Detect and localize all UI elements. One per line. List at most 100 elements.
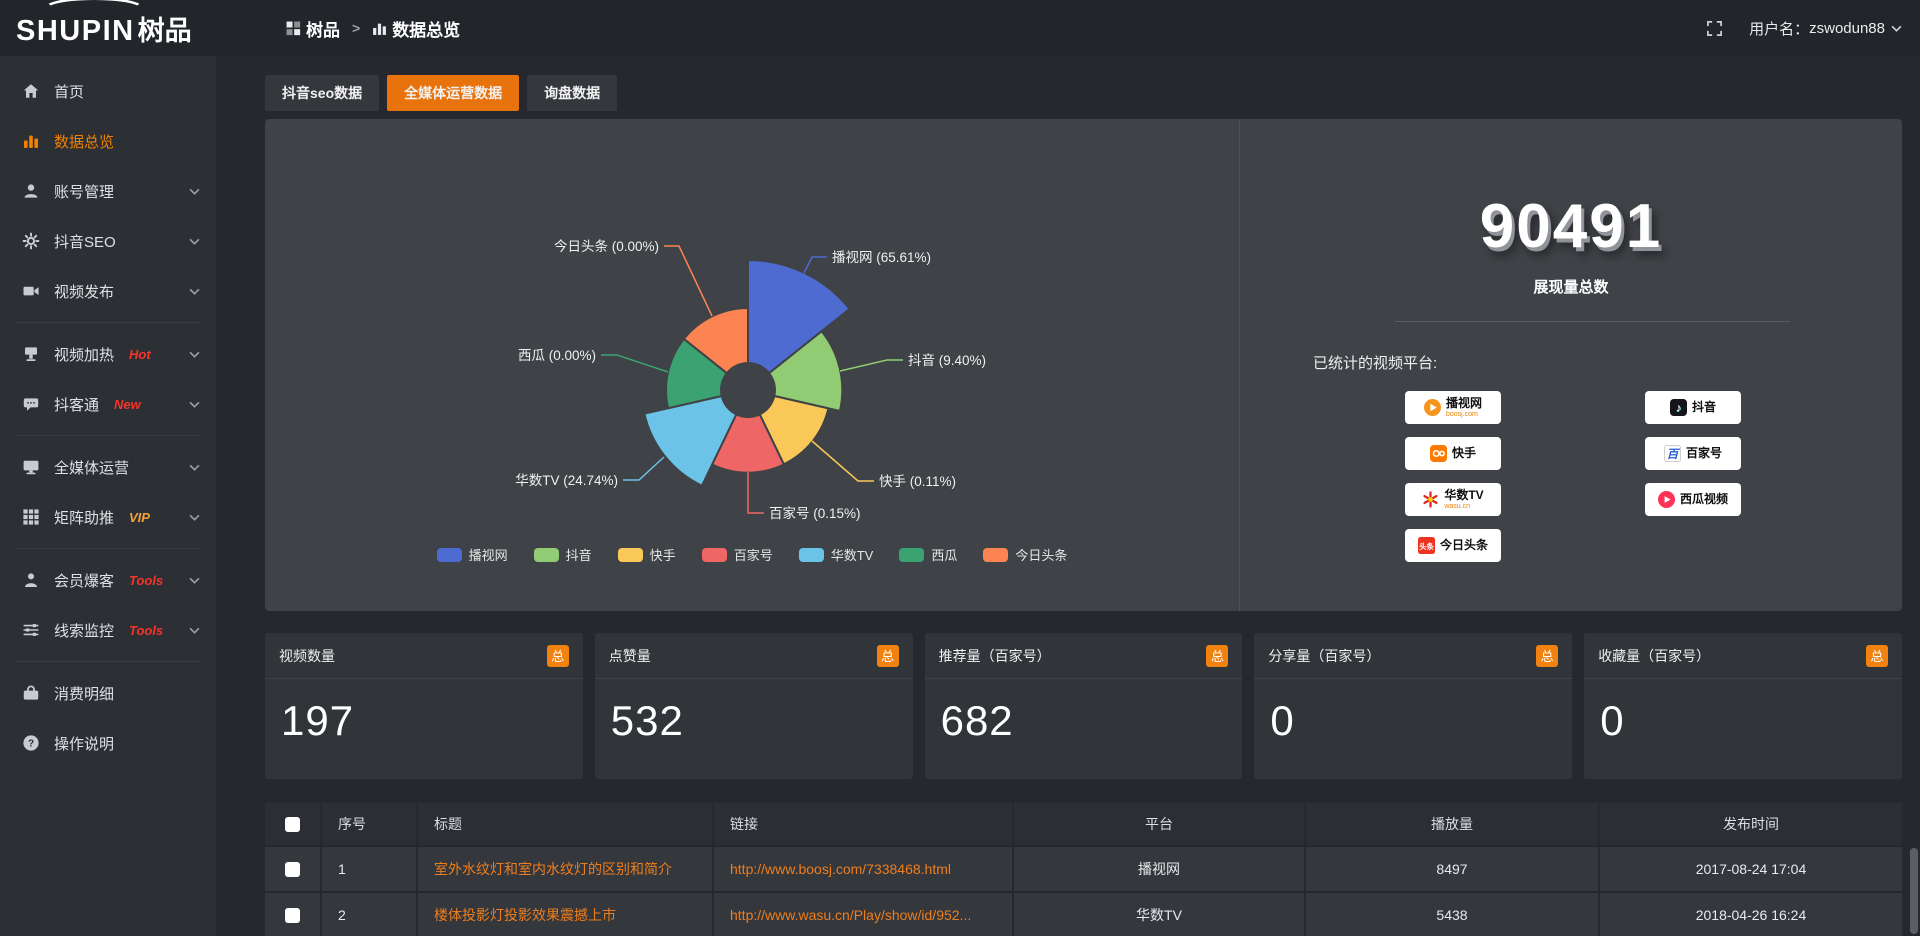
video-table-section: 序号 标题 链接 平台 播放量 发布时间 1 室外水纹灯和室内水纹灯的区别和简介 http://…	[265, 801, 1902, 936]
row-select-cell	[265, 847, 320, 891]
cell-link[interactable]: http://www.wasu.cn/Play/show/id/952...	[712, 893, 1012, 936]
member-icon	[22, 571, 40, 589]
pie-slice-4[interactable]	[643, 394, 738, 488]
sidebar-item-label: 数据总览	[54, 133, 115, 151]
platform-badge-text: 西瓜视频	[1680, 493, 1728, 506]
pie-slice-6[interactable]	[682, 306, 749, 375]
tab-douyin-seo-data[interactable]: 抖音seo数据	[265, 75, 380, 111]
cell-plays: 5438	[1304, 893, 1598, 936]
cell-link[interactable]: http://www.boosj.com/7338468.html	[712, 847, 1012, 891]
sidebar-item-video-publish[interactable]: 视频发布	[0, 266, 216, 316]
sidebar-item-badge: Hot	[129, 346, 151, 362]
pie-slice-5[interactable]	[665, 337, 729, 410]
topbar-right: 用户名： zswodun88	[1706, 18, 1920, 39]
legend-item-4[interactable]: 华数TV	[798, 545, 873, 564]
platform-badge-toutiao: 头条 今日头条	[1405, 529, 1501, 562]
sidebar-item-omni-media[interactable]: 全媒体运营	[0, 442, 216, 492]
stat-card-title: 点赞量	[608, 647, 651, 664]
pie-label-line-5	[601, 354, 669, 373]
stat-card-title: 分享量（百家号）	[1268, 647, 1381, 664]
legend-item-2[interactable]: 快手	[617, 545, 676, 564]
sidebar-item-label: 首页	[54, 83, 85, 101]
sidebar-item-badge: Tools	[129, 622, 164, 638]
legend-item-3[interactable]: 百家号	[701, 545, 773, 564]
chevron-down-icon	[189, 401, 200, 408]
select-all-checkbox[interactable]	[285, 816, 300, 832]
legend-label: 抖音	[565, 548, 592, 563]
chevron-down-icon	[189, 188, 200, 195]
cell-title[interactable]: 室外水纹灯和室内水纹灯的区别和简介	[416, 847, 712, 891]
platform-badge-text: 快手	[1452, 447, 1476, 460]
topbar: SHUPIN 树品 树品 > 数据总览 用户名： zswodun88	[0, 0, 1920, 56]
pie-label-line-6	[664, 245, 713, 317]
cell-title[interactable]: 楼体投影灯投影效果震撼上市	[416, 893, 712, 936]
username-label: 用户名：	[1749, 20, 1810, 38]
sidebar-item-home[interactable]: 首页	[0, 66, 216, 116]
sidebar-item-video-heating[interactable]: 视频加热 Hot	[0, 329, 216, 379]
sidebar-item-label: 线索监控	[54, 622, 115, 640]
impressions-summary: 90491 展现量总数 已统计的视频平台: 播视网 boosj.com 快手 华数TV…	[1240, 119, 1902, 611]
column-header-1: 标题	[416, 803, 712, 845]
chevron-down-icon[interactable]	[1891, 25, 1902, 32]
gear-icon	[22, 232, 40, 250]
platform-share-chart: 播视网 (65.61%) 抖音 (9.40%) 快手 (0.11%) 百家号 (0.1…	[265, 119, 1240, 611]
column-header-5: 发布时间	[1598, 803, 1902, 845]
legend-item-0[interactable]: 播视网	[436, 545, 508, 564]
sidebar-item-consumption-detail[interactable]: 消费明细	[0, 668, 216, 718]
legend-swatch	[617, 547, 643, 562]
sidebar-item-operation-guide[interactable]: ? 操作说明	[0, 718, 216, 768]
legend-item-6[interactable]: 今日头条	[983, 545, 1067, 564]
pie-label-line-3	[747, 472, 764, 514]
table-row: 1 室外水纹灯和室内水纹灯的区别和简介 http://www.boosj.com/7…	[265, 847, 1902, 891]
legend-label: 快手	[649, 548, 676, 563]
grid-icon	[22, 508, 40, 526]
rose-pie-chart: 播视网 (65.61%) 抖音 (9.40%) 快手 (0.11%) 百家号 (0.1…	[515, 238, 986, 521]
sidebar-item-account-management[interactable]: 账号管理	[0, 166, 216, 216]
row-checkbox[interactable]	[285, 861, 300, 877]
pie-slice-1[interactable]	[767, 329, 844, 413]
stat-card-value: 532	[610, 697, 684, 744]
breadcrumb-root[interactable]: 树品	[306, 20, 340, 40]
row-checkbox[interactable]	[285, 907, 300, 923]
legend-item-5[interactable]: 西瓜	[899, 545, 957, 564]
legend-item-1[interactable]: 抖音	[533, 545, 592, 564]
sidebar-item-badge: VIP	[129, 509, 150, 525]
platform-name: 百家号	[1685, 446, 1722, 461]
impressions-total-value: 90491	[1479, 192, 1663, 261]
tab-inquiry-data[interactable]: 询盘数据	[527, 75, 618, 111]
pie-slice-2[interactable]	[758, 394, 830, 466]
stat-card-header: 收藏量（百家号） 总	[1584, 633, 1902, 679]
stat-card-value: 0	[1600, 697, 1625, 744]
pie-label-2: 快手 (0.11%)	[879, 474, 956, 489]
sidebar-item-lead-monitor[interactable]: 线索监控 Tools	[0, 605, 216, 655]
stat-card-header: 推荐量（百家号） 总	[924, 633, 1243, 679]
scrollbar-thumb[interactable]	[1910, 848, 1918, 934]
overview-panel: 播视网 (65.61%) 抖音 (9.40%) 快手 (0.11%) 百家号 (0.1…	[265, 119, 1902, 611]
legend-label: 西瓜	[931, 548, 958, 563]
pie-label-1: 抖音 (9.40%)	[908, 352, 986, 368]
sidebar-item-member-baoke[interactable]: 会员爆客 Tools	[0, 555, 216, 605]
sidebar-item-label: 视频加热	[54, 346, 115, 364]
sidebar-item-douyin-seo[interactable]: 抖音SEO	[0, 216, 216, 266]
sidebar-item-label: 操作说明	[54, 735, 115, 753]
page-scrollbar	[1910, 56, 1918, 936]
pie-slice-0[interactable]	[747, 258, 852, 375]
tab-omni-media-data[interactable]: 全媒体运营数据	[387, 75, 520, 111]
sidebar-item-matrix-boost[interactable]: 矩阵助推 VIP	[0, 492, 216, 542]
sidebar-item-label: 视频发布	[54, 283, 115, 301]
username-value[interactable]: zswodun88	[1809, 19, 1885, 37]
platforms-label: 已统计的视频平台:	[1313, 355, 1438, 372]
fullscreen-icon[interactable]	[1706, 20, 1723, 37]
video-table: 序号 标题 链接 平台 播放量 发布时间 1 室外水纹灯和室内水纹灯的区别和简介 http://…	[265, 801, 1902, 936]
legend-swatch	[533, 547, 559, 562]
baijiahao-logo: 百	[1663, 445, 1681, 462]
legend-swatch	[983, 547, 1009, 562]
sidebar-item-douketong[interactable]: 抖客通 New	[0, 379, 216, 429]
bar-chart-small-icon	[372, 21, 387, 36]
total-badge: 总	[546, 644, 569, 667]
stat-card-title: 收藏量（百家号）	[1598, 647, 1711, 664]
stat-cards-row: 视频数量总 197 点赞量总 532 推荐量（百家号）总 682 分享量（百家号）总 0 收藏量…	[265, 633, 1902, 779]
stat-card-header: 分享量（百家号） 总	[1254, 633, 1573, 679]
sidebar-item-data-overview[interactable]: 数据总览	[0, 116, 216, 166]
platform-name: 华数TV	[1444, 487, 1484, 502]
